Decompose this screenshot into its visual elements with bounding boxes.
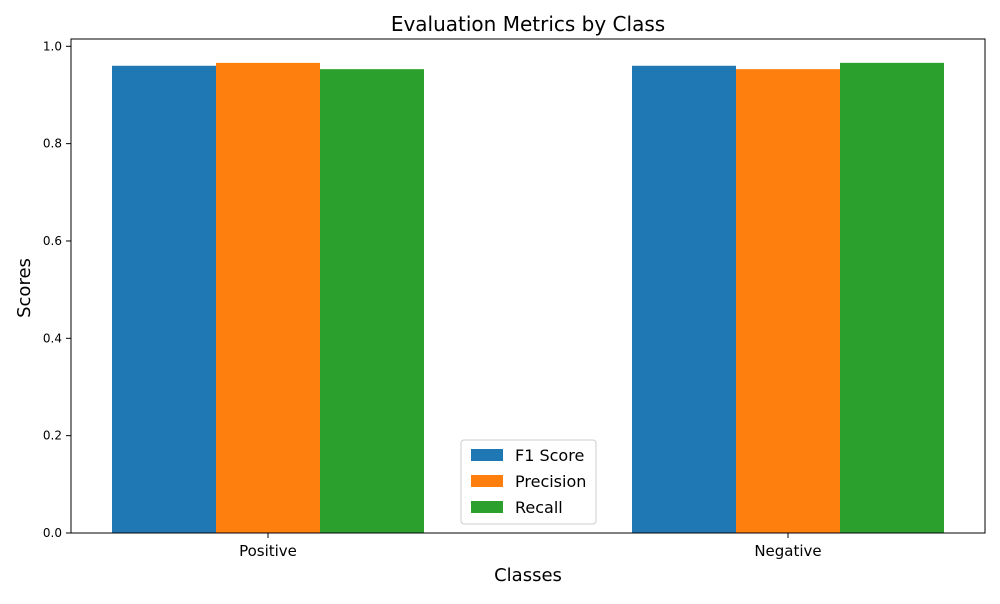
y-tick-label: 0.0 [43, 526, 62, 540]
y-tick-label: 0.4 [43, 331, 62, 345]
legend: F1 Score Precision Recall [460, 439, 597, 525]
legend-label: F1 Score [515, 446, 584, 465]
x-tick-label: Negative [754, 542, 821, 560]
bar-recall-negative [840, 62, 944, 534]
plot-frame [70, 38, 986, 534]
chart-title: Evaluation Metrics by Class [391, 12, 665, 36]
bars-group [112, 62, 944, 534]
legend-swatch [471, 475, 503, 487]
bar-f1-score-negative [632, 65, 736, 534]
legend-swatch [471, 449, 503, 461]
x-tick-label: Positive [239, 542, 297, 560]
y-tick-label: 0.8 [43, 137, 62, 151]
y-axis-ticks: 0.0 0.2 0.4 0.6 0.8 1.0 [43, 39, 71, 540]
x-axis-label: Classes [494, 565, 562, 586]
legend-label: Precision [515, 472, 586, 491]
y-tick-label: 0.2 [43, 429, 62, 443]
y-tick-label: 1.0 [43, 39, 62, 53]
y-tick-label: 0.6 [43, 234, 62, 248]
legend-label: Recall [515, 498, 563, 517]
bar-precision-positive [216, 62, 320, 534]
bar-precision-negative [736, 69, 840, 534]
y-axis-label: Scores [14, 258, 35, 318]
legend-swatch [471, 501, 503, 513]
bar-f1-score-positive [112, 65, 216, 534]
bar-recall-positive [320, 69, 424, 534]
x-axis-ticks: Positive Negative [239, 533, 822, 560]
